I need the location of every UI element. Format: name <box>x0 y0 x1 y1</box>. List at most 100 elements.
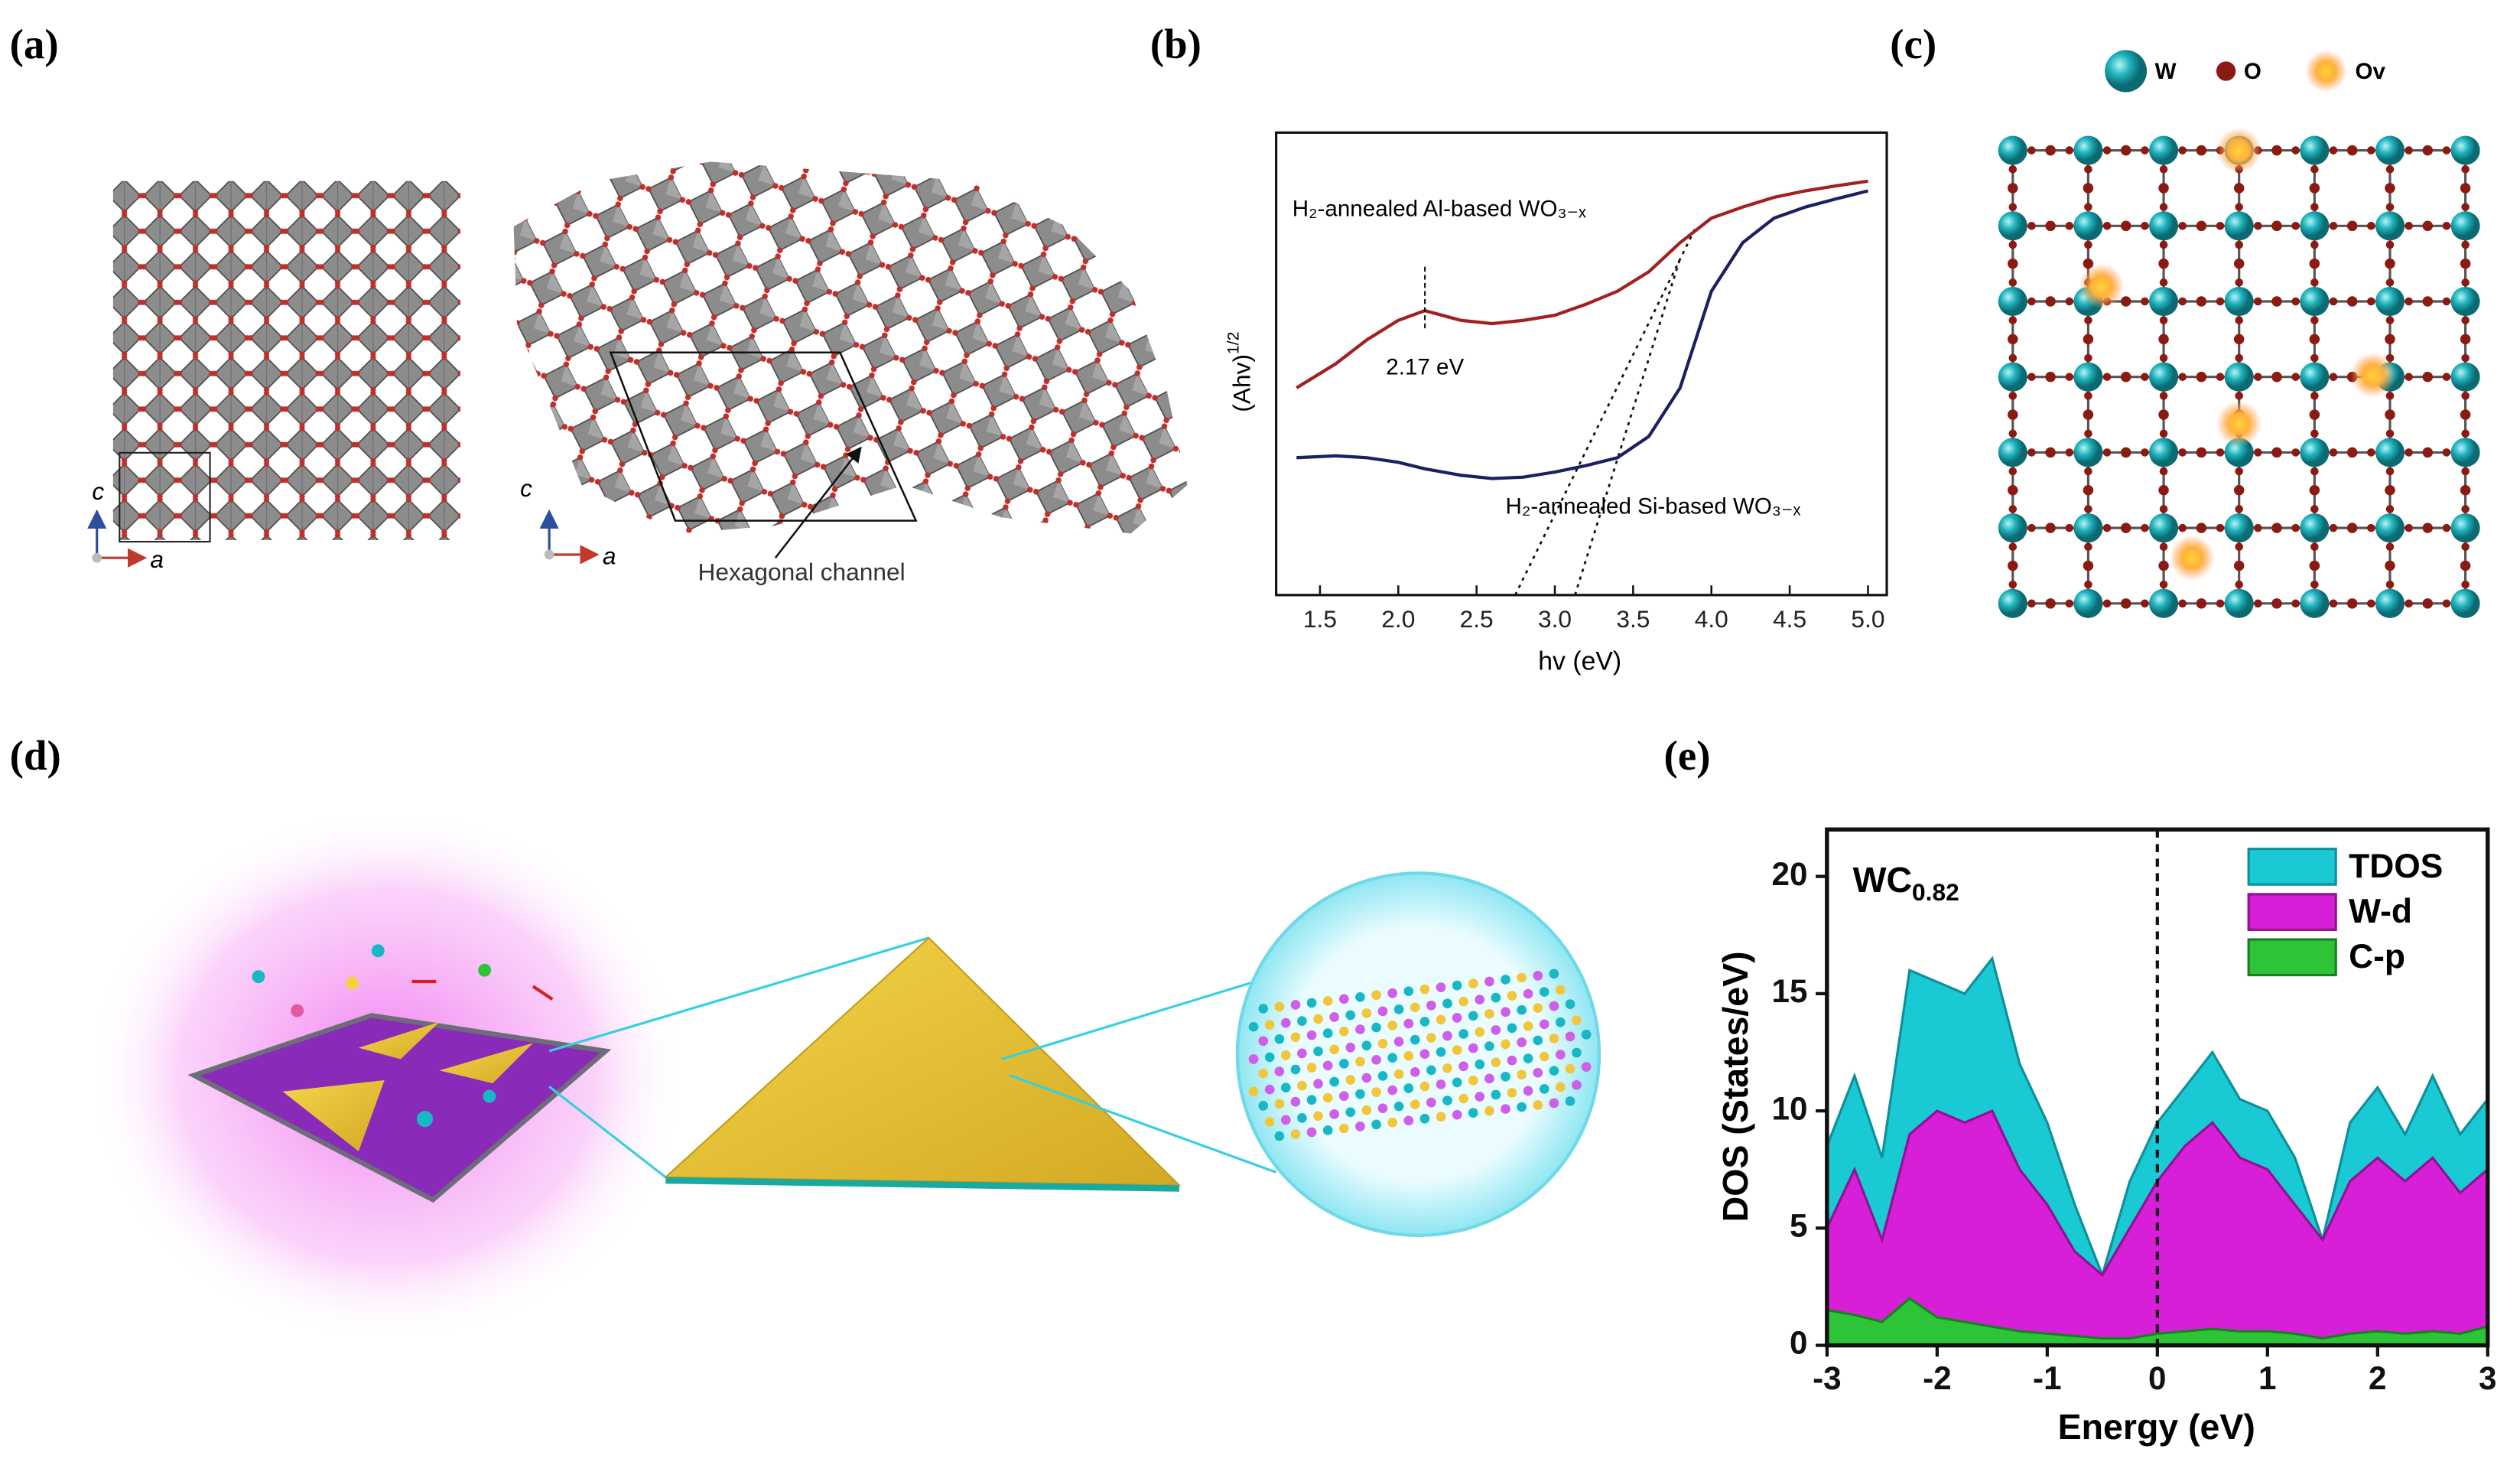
legend-label: O <box>2244 59 2261 84</box>
lattice-atom <box>1539 987 1549 997</box>
o-atom <box>2216 373 2225 381</box>
x-tick-label: 4.0 <box>1695 605 1728 633</box>
w-atom <box>2300 211 2330 241</box>
o-atom <box>2385 164 2395 174</box>
lattice <box>513 161 1188 534</box>
w-atom <box>2149 513 2179 543</box>
lattice-atom <box>1419 1049 1430 1060</box>
o-atom <box>2310 429 2319 438</box>
lattice-atom <box>1572 1079 1582 1090</box>
lattice-atom <box>1274 1066 1285 1076</box>
lattice-atom <box>1452 1013 1462 1023</box>
lattice-atom <box>1458 1061 1468 1072</box>
o-atom <box>2233 258 2245 269</box>
lattice-atom <box>1523 1021 1533 1031</box>
o-atom <box>2461 278 2470 287</box>
lattice-atom <box>1452 1077 1462 1088</box>
lattice-atom <box>1313 1111 1323 1122</box>
o-atom <box>2083 334 2094 345</box>
o-atom <box>2460 183 2471 194</box>
lattice-atom <box>1338 1059 1349 1069</box>
lattice-atom <box>1258 1100 1269 1111</box>
o-atom <box>2385 316 2395 324</box>
lattice-atom <box>1419 1081 1430 1092</box>
o-atom <box>2178 297 2187 306</box>
w-atom <box>2149 438 2179 467</box>
lattice-atom <box>1501 1104 1510 1114</box>
flake <box>439 1043 534 1084</box>
y-tick-label: 5 <box>1790 1207 1807 1243</box>
o-atom <box>2084 429 2092 438</box>
o-atom <box>2271 296 2282 307</box>
lattice-atom <box>1458 1093 1468 1104</box>
o-atom <box>2385 485 2395 496</box>
lattice-atom <box>1329 1044 1339 1055</box>
y-tick-label: 15 <box>1772 973 1808 1009</box>
o-atom <box>2159 429 2168 438</box>
lattice-atom <box>1491 1057 1501 1068</box>
o-atom <box>2254 373 2262 381</box>
x-axis-label: Energy (eV) <box>2058 1407 2255 1447</box>
o-atom <box>2442 146 2451 155</box>
o-atom <box>2461 240 2470 249</box>
w-atom <box>2450 513 2480 543</box>
o-atom <box>2310 353 2319 363</box>
lattice-atom <box>1313 1079 1323 1089</box>
lattice-atom <box>1549 1066 1559 1076</box>
flake-large <box>663 936 1182 1187</box>
o-atom <box>2141 146 2149 155</box>
legend-swatch <box>2247 893 2337 931</box>
legend-label: TDOS <box>2349 848 2443 885</box>
lattice-atom <box>1264 1020 1275 1030</box>
lattice-atom <box>1501 1039 1510 1050</box>
o-atom <box>2083 560 2094 571</box>
lattice-atom <box>1426 1097 1436 1108</box>
o-atom <box>2216 297 2225 306</box>
zoom-line <box>1001 969 1293 1060</box>
o-atom <box>2309 334 2320 345</box>
lattice-atom <box>1297 1080 1307 1091</box>
lattice-atom <box>1322 1092 1333 1103</box>
lattice-atom <box>1475 1092 1485 1102</box>
o-atom <box>2233 183 2245 194</box>
o-atom <box>2385 183 2395 194</box>
x-tick-label: 3.5 <box>1616 605 1650 633</box>
o-atom <box>2065 221 2074 230</box>
o-atom <box>2461 467 2470 476</box>
atom <box>478 963 492 977</box>
zoom-circle <box>1235 871 1601 1237</box>
lattice-atom <box>1565 1063 1575 1074</box>
lattice-atom <box>1387 988 1398 998</box>
lattice-atom <box>1517 1037 1527 1047</box>
lattice-atom <box>1274 1034 1285 1044</box>
legend-label: W-d <box>2349 893 2412 930</box>
w-atom <box>2375 513 2405 543</box>
lattice-atom <box>1371 990 1381 1001</box>
lattice-atom <box>1533 1067 1543 1078</box>
o-atom <box>2084 164 2092 174</box>
o-atom <box>2196 296 2207 307</box>
lattice-atom <box>1539 1019 1549 1030</box>
lattice-atom <box>1258 1004 1269 1014</box>
lattice-atom <box>1338 1091 1349 1101</box>
o-atom <box>2367 221 2375 230</box>
o-atom <box>2310 316 2319 324</box>
o-atom <box>2178 146 2187 155</box>
lattice-atom <box>1436 1079 1446 1089</box>
o-atom <box>2442 221 2451 230</box>
o-atom <box>2141 297 2149 306</box>
o-atom <box>2159 316 2168 324</box>
fit-line <box>1574 258 1681 596</box>
o-atom <box>2008 316 2018 324</box>
o-atom <box>2329 523 2338 532</box>
lattice-atom <box>1442 1030 1452 1041</box>
o-atom <box>2120 220 2131 232</box>
o-atom <box>2216 599 2225 608</box>
o-atom <box>2461 203 2470 211</box>
o-atom <box>2310 240 2319 249</box>
o-atom <box>2235 316 2243 324</box>
lattice-atom <box>1484 1041 1494 1051</box>
o-vacancy <box>2079 263 2125 309</box>
lattice-atom <box>1491 992 1501 1003</box>
o-vacancy <box>2216 401 2262 447</box>
